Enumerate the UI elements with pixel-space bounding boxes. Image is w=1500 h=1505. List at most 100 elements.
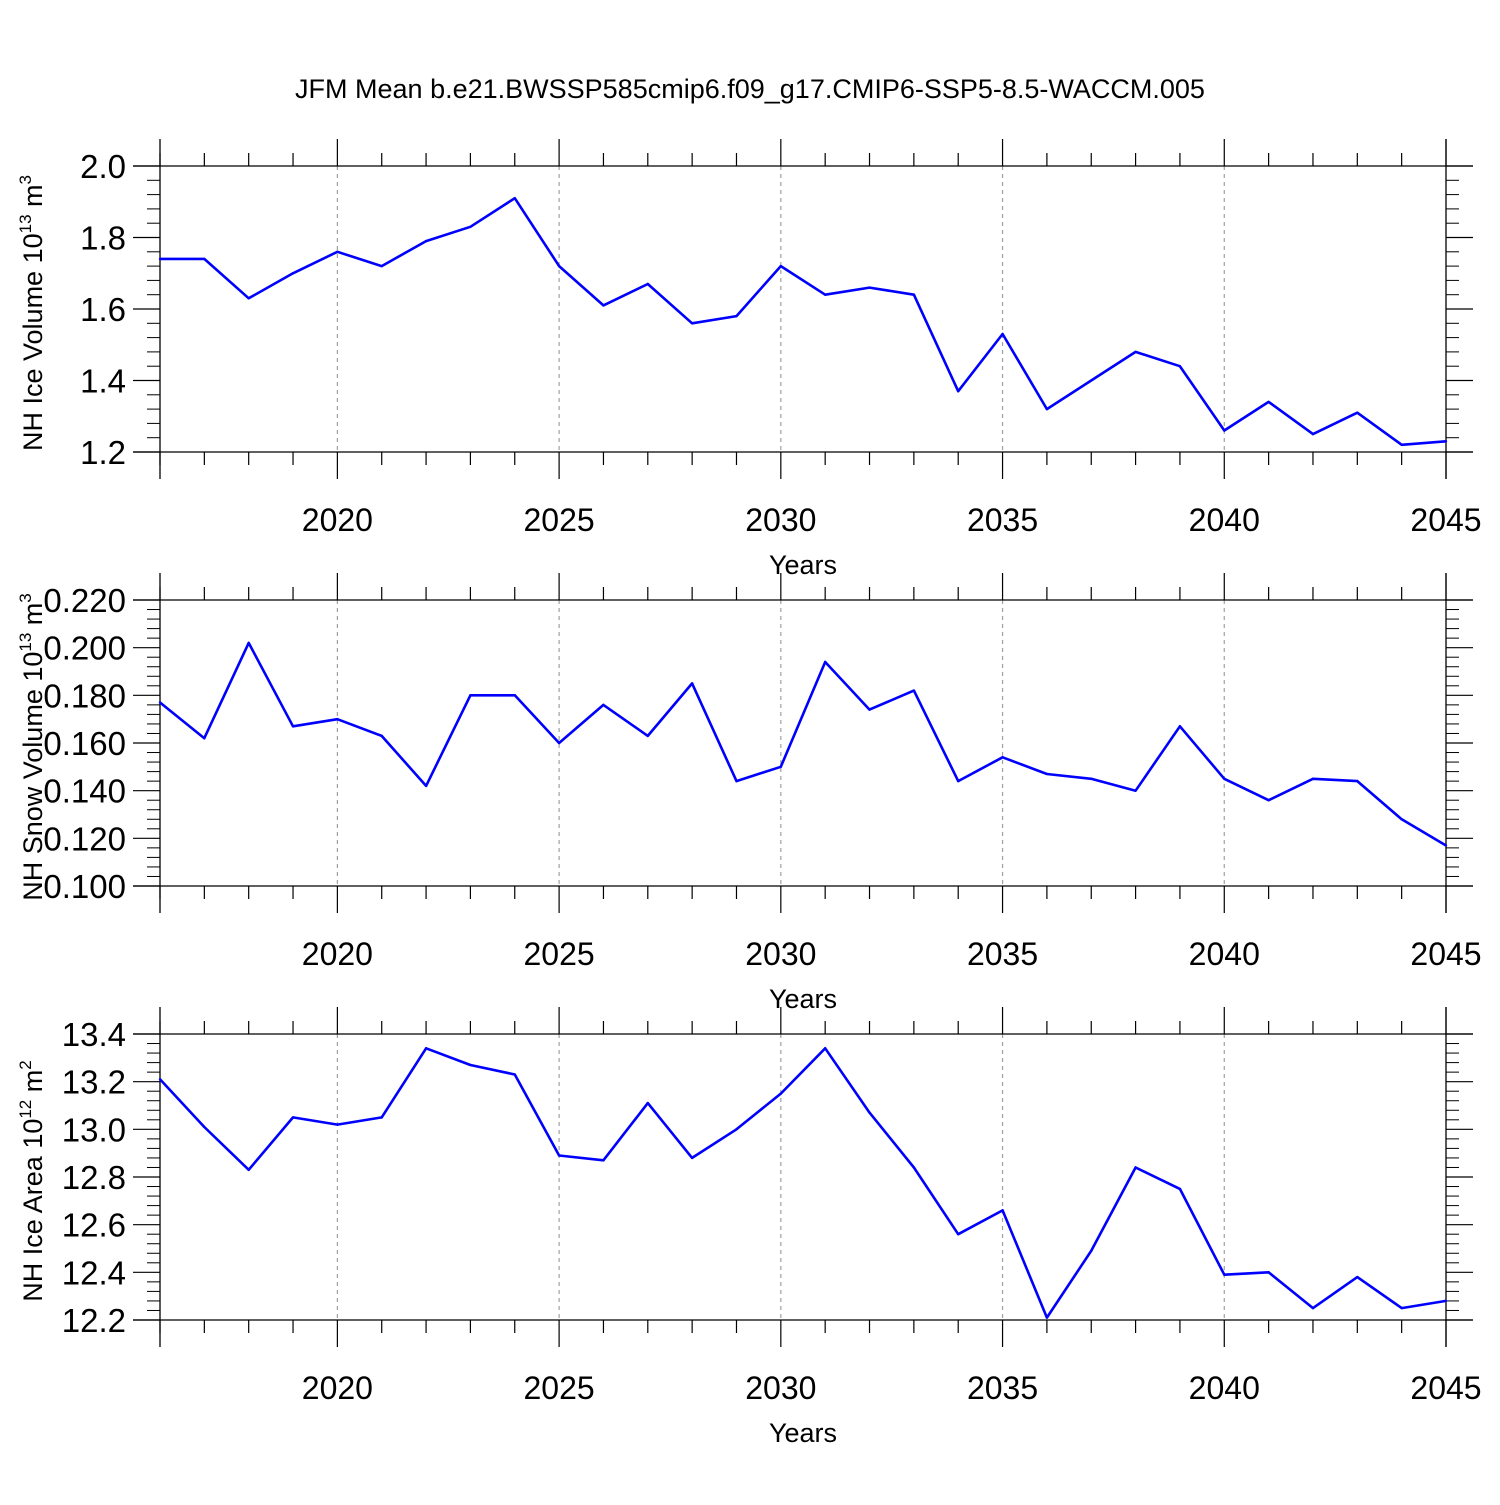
data-point: [513, 196, 516, 200]
data-point: [513, 694, 516, 697]
x-tick-label: 2040: [1189, 936, 1260, 972]
panel-1: 1.2 1.4 1.6 1.8 2.0 2020 2025 2030 2035 2040 2045 Y…: [16, 139, 1482, 580]
data-point: [779, 264, 783, 268]
data-point: [1134, 350, 1137, 354]
data-point: [1045, 1316, 1049, 1319]
series-line: [160, 196, 1447, 447]
data-point: [1001, 332, 1004, 336]
series-line: [159, 1047, 1447, 1319]
x-tick-label: 2030: [745, 502, 816, 538]
series-line: [159, 641, 1447, 847]
x-axis-label: Years: [769, 1418, 837, 1448]
data-point: [291, 272, 295, 275]
data-point: [247, 1168, 250, 1172]
y-tick-label: 12.8: [62, 1159, 126, 1196]
data-point: [1400, 1306, 1403, 1310]
data-point: [1178, 1187, 1182, 1191]
data-point: [823, 293, 827, 296]
data-point: [158, 257, 162, 261]
data-point: [690, 322, 694, 325]
x-axis-label: Years: [769, 550, 837, 580]
y-tick-label: 12.6: [62, 1207, 126, 1244]
data-point: [957, 390, 960, 393]
y-tick-label: 0.140: [43, 773, 126, 810]
y-tick-label: 12.4: [62, 1254, 126, 1291]
data-point: [1356, 411, 1359, 414]
data-point: [1001, 1209, 1004, 1212]
data-point: [868, 1111, 871, 1114]
data-point: [1444, 440, 1448, 443]
data-point: [735, 314, 738, 318]
data-point: [1001, 756, 1004, 759]
panel-3: 12.2 12.4 12.6 12.8 13.0 13.2 13.4 2020 2025 2030…: [16, 1007, 1482, 1448]
x-tick-label: 2030: [745, 936, 816, 972]
x-axis-label: Years: [769, 984, 837, 1014]
y-tick-label: 13.2: [62, 1064, 126, 1101]
data-point: [336, 1123, 339, 1126]
data-point: [868, 708, 871, 711]
data-point: [158, 701, 162, 704]
data-point: [1267, 799, 1270, 802]
data-point: [957, 779, 960, 783]
data-point: [1045, 772, 1049, 776]
figure-title: JFM Mean b.e21.BWSSP585cmip6.f09_g17.CMI…: [295, 74, 1205, 104]
data-point: [424, 784, 428, 788]
y-tick-label: 0.180: [43, 677, 126, 714]
y-axis-label: NH Ice Volume 1013 m3: [16, 175, 48, 451]
data-point: [1090, 1249, 1093, 1253]
data-point: [1267, 1271, 1270, 1274]
data-point: [1223, 429, 1226, 432]
x-tick-label: 2020: [302, 936, 373, 972]
data-point: [1223, 1273, 1226, 1276]
x-tick-label: 2040: [1189, 1370, 1260, 1406]
data-point: [557, 264, 561, 268]
y-tick-label: 2.0: [80, 148, 126, 185]
y-tick-label: 0.220: [43, 582, 126, 619]
data-point: [690, 682, 694, 685]
data-point: [646, 734, 649, 738]
y-tick-label: 13.4: [62, 1016, 126, 1053]
data-point: [1311, 432, 1315, 436]
data-point: [1444, 1299, 1448, 1303]
data-point: [203, 737, 206, 740]
data-point: [1090, 777, 1093, 780]
data-point: [646, 282, 649, 286]
y-tick-label: 1.6: [80, 291, 126, 328]
data-point: [646, 1101, 649, 1105]
panel-2: 0.100 0.120 0.140 0.160 0.180 0.200 0.220 2020 2…: [16, 573, 1482, 1014]
y-tick-label: 0.160: [43, 725, 126, 762]
x-tick-label: 2045: [1410, 1370, 1481, 1406]
data-point: [203, 257, 206, 261]
data-point: [1178, 725, 1182, 728]
data-point: [1090, 379, 1093, 382]
data-point: [735, 1128, 738, 1131]
x-tick-label: 2025: [524, 936, 595, 972]
data-point: [912, 1166, 916, 1169]
data-point: [380, 264, 383, 268]
data-point: [868, 286, 871, 289]
data-point: [469, 1063, 472, 1067]
data-point: [469, 225, 472, 228]
x-tick-label: 2020: [302, 502, 373, 538]
x-tick-label: 2035: [967, 502, 1038, 538]
data-point: [247, 641, 250, 645]
y-tick-label: 0.200: [43, 630, 126, 667]
data-point: [336, 717, 339, 721]
data-point: [912, 293, 916, 296]
data-point: [779, 765, 783, 769]
data-point: [1400, 818, 1403, 821]
data-point: [424, 1047, 428, 1050]
x-tick-label: 2025: [524, 502, 595, 538]
y-axis-label: NH Ice Area 1012 m2: [16, 1060, 48, 1301]
y-tick-label: 13.0: [62, 1111, 126, 1148]
x-tick-label: 2035: [967, 1370, 1038, 1406]
data-point: [690, 1156, 694, 1160]
data-point: [1444, 844, 1448, 847]
data-point: [1356, 779, 1359, 783]
x-tick-label: 2045: [1410, 936, 1481, 972]
x-tick-label: 2020: [302, 1370, 373, 1406]
data-point: [912, 689, 916, 692]
data-point: [735, 779, 738, 783]
